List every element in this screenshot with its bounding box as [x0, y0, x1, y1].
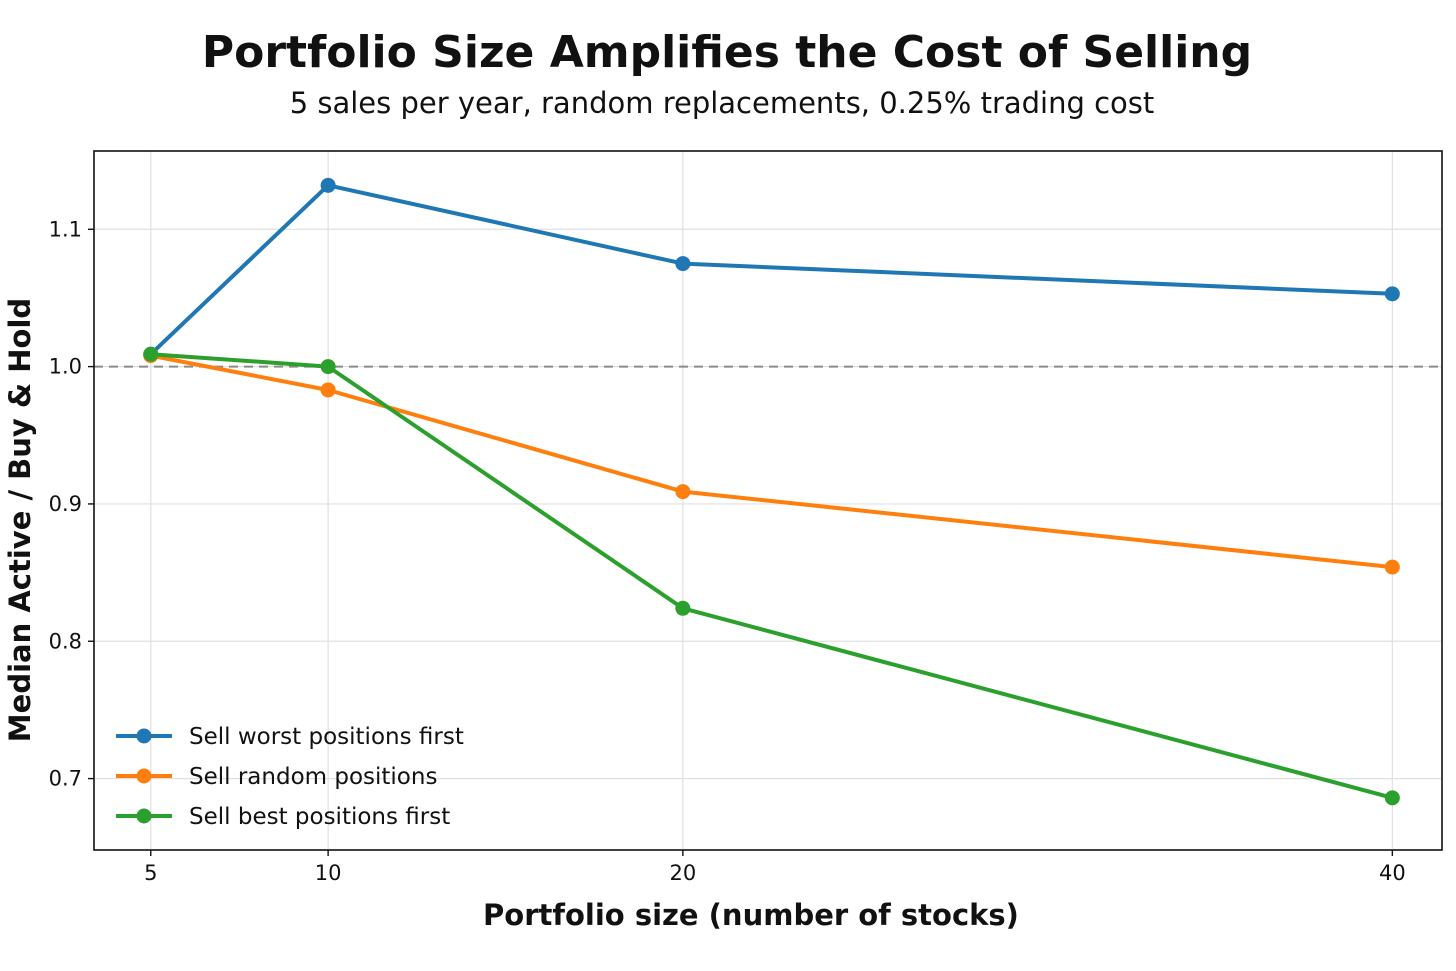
legend-item: Sell worst positions first — [116, 724, 464, 750]
x-axis-label: Portfolio size (number of stocks) — [483, 898, 1019, 932]
y-tick-label: 1.1 — [49, 217, 82, 241]
tick-layer: 5 10 20 40 0.7 0.8 0.9 1.0 1.1 — [49, 217, 1406, 885]
series-line — [148, 183, 1395, 357]
x-tick-label: 5 — [144, 861, 157, 885]
data-point — [1384, 286, 1400, 302]
legend-marker — [136, 808, 152, 824]
data-point — [320, 382, 336, 398]
legend-item: Sell random positions — [116, 764, 437, 790]
series-layer — [143, 177, 1400, 806]
data-point — [320, 359, 336, 375]
y-axis-label: Median Active / Buy & Hold — [3, 298, 37, 742]
legend-item: Sell best positions first — [116, 804, 450, 830]
y-tick-label: 0.7 — [49, 767, 82, 791]
y-tick-label: 0.8 — [49, 629, 82, 653]
y-tick-label: 1.0 — [49, 355, 82, 379]
series-line — [148, 353, 1395, 570]
legend-label: Sell worst positions first — [189, 724, 464, 750]
y-tick-label: 0.9 — [49, 492, 82, 516]
x-tick-label: 40 — [1379, 861, 1406, 885]
x-tick-label: 10 — [315, 861, 342, 885]
data-point — [143, 346, 159, 362]
data-point — [320, 177, 336, 193]
data-point — [1384, 559, 1400, 575]
legend-marker — [136, 728, 152, 744]
series-3 — [143, 346, 1400, 806]
chart-title: Portfolio Size Amplifies the Cost of Sel… — [202, 27, 1252, 78]
data-point — [675, 484, 691, 500]
legend-label: Sell random positions — [189, 764, 437, 790]
series-1 — [143, 177, 1400, 362]
legend-label: Sell best positions first — [189, 804, 450, 830]
data-point — [675, 600, 691, 616]
x-tick-label: 20 — [669, 861, 696, 885]
data-point — [1384, 790, 1400, 806]
data-point — [675, 256, 691, 272]
legend: Sell worst positions first Sell random po… — [116, 724, 464, 830]
chart-subtitle: 5 sales per year, random replacements, 0… — [290, 86, 1155, 120]
series-line — [148, 352, 1395, 800]
plot-area-frame — [93, 150, 1443, 851]
series-2 — [143, 348, 1400, 575]
legend-marker — [136, 768, 152, 784]
